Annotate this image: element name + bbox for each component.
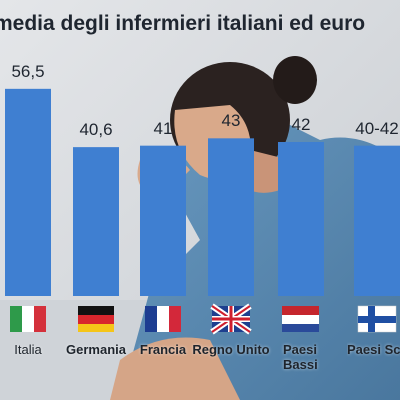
value-label: 41 [153, 118, 173, 138]
category-label: Italia [14, 342, 42, 357]
bar-italia [5, 88, 51, 296]
category-label: Francia [139, 342, 187, 357]
category-label: Paesi Bassi [283, 342, 318, 372]
bar-regno-unito [208, 138, 254, 296]
category-label: Regno Unito [192, 342, 270, 357]
france-flag [145, 306, 181, 332]
netherlands-flag [282, 306, 319, 332]
category-label: Germania [66, 342, 126, 357]
chart-title: media degli infermieri italiani ed euro [0, 12, 366, 35]
value-label: 40-42 [355, 118, 399, 138]
bar-paesi-bassi [278, 142, 324, 296]
value-label: 40,6 [79, 120, 113, 140]
bar-germania [73, 147, 119, 296]
germany-flag [78, 306, 114, 332]
bar-francia [140, 145, 186, 296]
bar-paesi-sc [354, 145, 400, 296]
uk-flag [210, 303, 252, 335]
value-label: 56,5 [11, 61, 45, 81]
italy-flag [10, 306, 46, 332]
category-label: Paesi Sc [347, 342, 400, 357]
finland-flag [357, 305, 397, 333]
value-label: 42 [291, 115, 311, 134]
value-label: 43 [221, 111, 241, 131]
